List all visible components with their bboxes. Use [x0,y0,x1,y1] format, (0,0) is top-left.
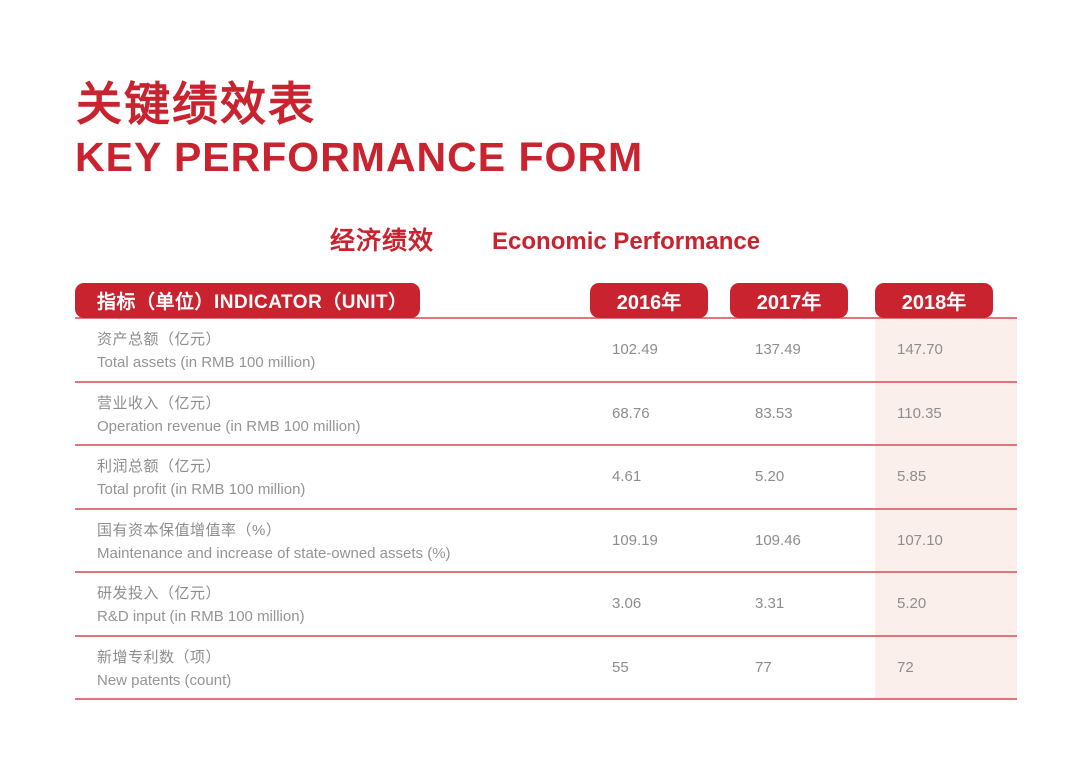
table-rows: 资产总额（亿元） Total assets (in RMB 100 millio… [75,317,1017,700]
indicator-label-chinese: 营业收入（亿元） [97,394,222,412]
indicator-label-chinese: 国有资本保值增值率（%） [97,521,282,539]
indicator-label-cell: 资产总额（亿元） Total assets (in RMB 100 millio… [75,319,590,381]
indicator-label-cell: 新增专利数（项） New patents (count) [75,637,590,699]
key-performance-table: 指标（单位）INDICATOR（UNIT） 2016年 2017年 2018年 … [75,283,1017,700]
indicator-label-english: Operation revenue (in RMB 100 million) [97,417,361,435]
value-2017: 109.46 [755,531,801,549]
section-heading: 经济绩效 Economic Performance [330,221,760,257]
year-header-2018: 2018年 [875,283,993,318]
value-2016: 68.76 [612,404,650,422]
value-2017: 3.31 [755,595,785,613]
value-2018: 72 [875,636,1017,698]
value-2017: 137.49 [755,341,801,359]
section-title-english: Economic Performance [492,228,761,255]
indicator-label-cell: 国有资本保值增值率（%） Maintenance and increase of… [75,510,590,572]
value-2016: 4.61 [612,468,642,486]
page-title-chinese: 关键绩效表 [76,78,316,130]
value-2018: 5.20 [875,573,1017,635]
indicator-label-chinese: 利润总额（亿元） [97,458,222,476]
indicator-label-english: Total assets (in RMB 100 million) [97,354,316,372]
indicator-header-tab: 指标（单位）INDICATOR（UNIT） [75,283,420,318]
indicator-label-cell: 研发投入（亿元） R&D input (in RMB 100 million) [75,573,590,635]
value-2017: 5.20 [755,468,785,486]
table-row: 研发投入（亿元） R&D input (in RMB 100 million) … [75,573,1017,637]
value-2016: 3.06 [612,595,642,613]
value-2018: 107.10 [875,509,1017,571]
indicator-label-cell: 营业收入（亿元） Operation revenue (in RMB 100 m… [75,383,590,445]
indicator-label-english: Maintenance and increase of state-owned … [97,544,451,562]
value-2016: 55 [612,658,629,676]
section-title-chinese: 经济绩效 [330,227,435,255]
year-header-2017: 2017年 [730,283,848,318]
value-2017: 77 [755,658,772,676]
value-2018: 147.70 [875,319,1017,381]
table-header-row: 指标（单位）INDICATOR（UNIT） 2016年 2017年 2018年 [75,283,1017,318]
indicator-label-english: New patents (count) [97,671,232,689]
table-row: 利润总额（亿元） Total profit (in RMB 100 millio… [75,446,1017,510]
page-title-english: KEY PERFORMANCE FORM [75,134,644,180]
indicator-label-english: Total profit (in RMB 100 million) [97,481,306,499]
year-header-2016: 2016年 [590,283,708,318]
value-2018: 5.85 [875,446,1017,508]
indicator-label-chinese: 研发投入（亿元） [97,585,222,603]
table-row: 资产总额（亿元） Total assets (in RMB 100 millio… [75,319,1017,383]
value-2017: 83.53 [755,404,793,422]
table-row: 国有资本保值增值率（%） Maintenance and increase of… [75,509,1017,573]
value-2016: 109.19 [612,531,658,549]
table-row: 新增专利数（项） New patents (count) 55 77 72 [75,636,1017,700]
indicator-label-english: R&D input (in RMB 100 million) [97,608,305,626]
indicator-label-chinese: 新增专利数（项） [97,648,222,666]
value-2018: 110.35 [875,382,1017,444]
indicator-label-cell: 利润总额（亿元） Total profit (in RMB 100 millio… [75,446,590,508]
table-row: 营业收入（亿元） Operation revenue (in RMB 100 m… [75,382,1017,446]
value-2016: 102.49 [612,341,658,359]
indicator-label-chinese: 资产总额（亿元） [97,331,222,349]
